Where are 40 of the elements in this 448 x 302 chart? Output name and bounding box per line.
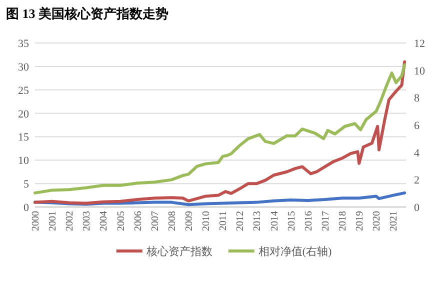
x-tick-label: 2003 <box>82 211 93 231</box>
y-tick-label: 35 <box>18 38 30 50</box>
x-tick-label: 2008 <box>166 211 178 231</box>
legend-label: 核心资产指数 <box>145 245 212 258</box>
x-tick-label: 2002 <box>64 211 76 231</box>
legend-label: 相对净值(右轴) <box>258 245 332 258</box>
x-tick-label: 2006 <box>132 211 144 231</box>
y2-tick-label: 4 <box>414 147 420 160</box>
y2-tick-label: 2 <box>414 174 420 187</box>
x-tick-label: 2016 <box>303 211 314 231</box>
y-tick-label: 30 <box>18 61 30 74</box>
x-tick-label: 2021 <box>388 211 400 231</box>
x-tick-label: 2020 <box>372 211 383 231</box>
x-tick-label: 2001 <box>48 211 59 231</box>
y-tick-label: 5 <box>24 178 30 191</box>
y-tick-label: 10 <box>18 155 30 168</box>
y2-tick-label: 6 <box>414 120 420 132</box>
y2-tick-label: 10 <box>414 65 426 78</box>
x-tick-label: 2018 <box>338 211 349 231</box>
y2-tick-label: 8 <box>414 92 420 105</box>
y-tick-label: 20 <box>18 108 30 120</box>
y2-tick-label: 0 <box>414 202 420 214</box>
x-tick-label: 2010 <box>201 211 212 231</box>
chart-title: 图 13 美国核心资产指数走势 <box>6 6 168 21</box>
x-tick-label: 2013 <box>252 211 264 231</box>
x-tick-label: 2007 <box>150 211 161 231</box>
y-tick-label: 25 <box>18 84 30 97</box>
x-tick-label: 2012 <box>235 211 246 231</box>
x-tick-label: 2015 <box>286 211 298 231</box>
y-tick-label: 15 <box>18 132 30 144</box>
y-tick-label: 0 <box>24 202 30 214</box>
x-tick-label: 2014 <box>269 211 280 231</box>
x-tick-label: 2011 <box>218 211 230 231</box>
x-tick-label: 2019 <box>354 211 366 231</box>
x-tick-label: 2000 <box>30 211 42 231</box>
y2-tick-label: 12 <box>414 38 425 50</box>
x-tick-label: 2005 <box>116 211 127 231</box>
x-tick-label: 2017 <box>320 211 332 231</box>
x-tick-label: 2004 <box>98 211 110 231</box>
x-tick-label: 2009 <box>184 211 196 231</box>
